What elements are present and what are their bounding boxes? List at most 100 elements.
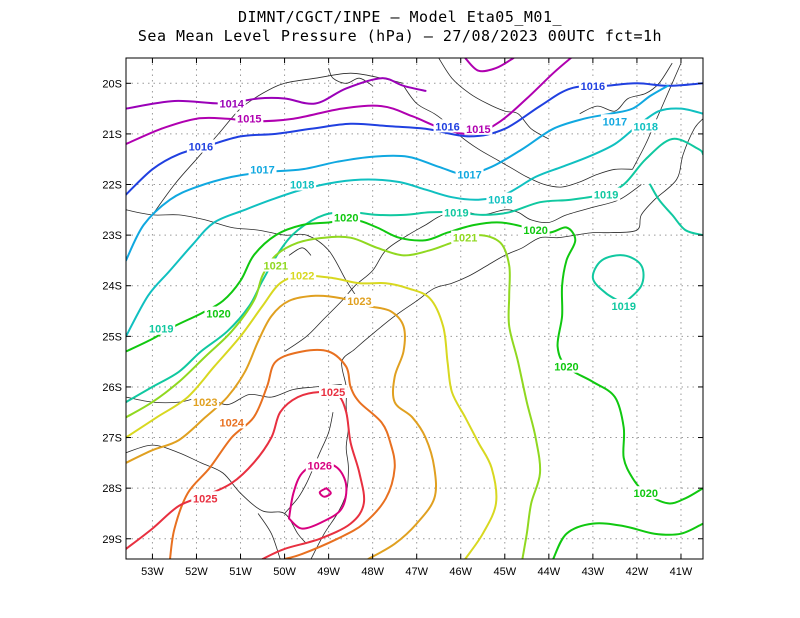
x-tick-label: 41W — [670, 566, 693, 578]
y-tick-label: 28S — [102, 483, 122, 495]
isobar-1021 — [126, 234, 542, 559]
isobar-label-1020: 1020 — [554, 362, 578, 374]
isobar-1016 — [126, 82, 703, 196]
y-tick-label: 23S — [102, 230, 122, 242]
y-tick-label: 21S — [102, 129, 122, 141]
x-tick-label: 44W — [538, 566, 561, 578]
isobar-label-1023: 1023 — [347, 296, 371, 308]
isobar-label-1021: 1021 — [264, 260, 288, 272]
isobar-label-bg — [217, 415, 246, 429]
isobar-label-1017: 1017 — [603, 116, 627, 128]
isobar-label-1019: 1019 — [594, 190, 618, 202]
isobar-label-1016: 1016 — [189, 142, 213, 154]
isobar-1019 — [591, 254, 645, 305]
isobar-1014 — [126, 77, 427, 110]
y-tick-label: 25S — [102, 331, 122, 343]
isobar-label-bg — [345, 293, 374, 307]
isobar-1019 — [126, 137, 703, 404]
isobar-label-1019: 1019 — [611, 301, 635, 313]
boundary-line — [288, 247, 312, 256]
boundary-line — [152, 72, 404, 216]
isobar-label-1024: 1024 — [219, 417, 244, 429]
isobar-label-1025: 1025 — [321, 387, 345, 399]
isobar-label-bg — [486, 192, 515, 206]
isobar-1026 — [318, 487, 332, 498]
isobar-label-bg — [600, 114, 629, 128]
isobar-label-1026: 1026 — [308, 460, 332, 472]
isobar-label-bg — [609, 298, 638, 312]
isobar-label-bg — [578, 78, 607, 92]
boundary-line — [403, 85, 633, 188]
isobar-label-bg — [248, 162, 277, 176]
isobar-label-bg — [305, 458, 334, 472]
isobar-1024 — [169, 348, 396, 559]
isobar-label-bg — [552, 359, 581, 373]
isobar-label-1018: 1018 — [633, 121, 657, 133]
isobar-label-bg — [191, 395, 220, 409]
x-tick-label: 51W — [229, 566, 252, 578]
isobar-label-bg — [451, 230, 480, 244]
isobar-label-bg — [319, 385, 348, 398]
x-tick-label: 46W — [449, 566, 472, 578]
isobar-1018 — [126, 107, 703, 338]
isobar-label-1018: 1018 — [290, 180, 314, 192]
y-axis-ticks: 20S 21S 22S 23S 24S 25S 26S 27S 28S 29S — [102, 78, 703, 546]
chart-title-line2: Sea Mean Level Pressure (hPa) – 27/08/20… — [137, 27, 663, 45]
y-tick-label: 24S — [102, 281, 122, 293]
isobar-label-bg — [235, 111, 264, 125]
isobar-1015 — [464, 58, 515, 73]
isobar-1019 — [649, 183, 703, 237]
isobar-label-bg — [186, 139, 215, 153]
boundary-line — [126, 209, 360, 302]
isobar-label-1023: 1023 — [193, 397, 217, 409]
y-tick-label: 26S — [102, 382, 122, 394]
x-tick-label: 48W — [361, 566, 384, 578]
isobar-1020 — [126, 218, 703, 505]
isobar-label-1022: 1022 — [290, 271, 314, 283]
isobar-label-1016: 1016 — [435, 121, 459, 133]
isobar-label-bg — [433, 119, 462, 133]
isobar-label-bg — [631, 119, 660, 133]
isobar-label-bg — [455, 167, 484, 181]
x-tick-label: 47W — [405, 566, 428, 578]
isobar-1017 — [126, 84, 669, 262]
isobar-label-1020: 1020 — [633, 488, 657, 500]
isobar-label-bg — [217, 96, 246, 110]
isobar-label-1020: 1020 — [206, 309, 230, 321]
isobar-label-bg — [442, 205, 471, 219]
isobar-label-1019: 1019 — [444, 207, 468, 219]
isobar-1022 — [126, 274, 498, 559]
isobar-1026 — [288, 461, 348, 530]
boundary-line — [310, 118, 703, 559]
isobar-1015 — [126, 58, 572, 145]
y-tick-label: 27S — [102, 433, 122, 445]
boundary-line — [632, 62, 682, 170]
isobar-1023 — [126, 294, 438, 559]
isobar-label-1025: 1025 — [193, 493, 217, 505]
isobar-1020 — [552, 522, 703, 559]
isobar-label-bg — [631, 486, 660, 500]
isobar-label-bg — [521, 223, 550, 237]
y-tick-label: 22S — [102, 180, 122, 192]
x-tick-label: 45W — [493, 566, 516, 578]
plot-frame — [125, 57, 704, 560]
isobar-label-1015: 1015 — [237, 114, 261, 126]
isobar-label-bg — [288, 268, 317, 282]
isobar-label-bg — [332, 210, 361, 224]
y-tick-label: 29S — [102, 534, 122, 546]
isobar-label-bg — [191, 491, 220, 505]
isobar-label-bg — [464, 121, 493, 135]
isobar-label-1019: 1019 — [149, 324, 173, 336]
boundary-line — [579, 62, 673, 115]
isobar-label-1018: 1018 — [488, 195, 512, 207]
chart-title-line1: DIMNT/CGCT/INPE – Model Eta05_M01_ — [237, 8, 563, 26]
isobar-label-bg — [592, 187, 621, 201]
x-axis-ticks: 53W 52W 51W 50W 49W 48W 47W 46W 45W 44W 43W 42W 41W — [141, 58, 693, 578]
isobar-label-1021: 1021 — [453, 233, 477, 245]
x-tick-label: 53W — [141, 566, 164, 578]
isobar-label-1017: 1017 — [250, 164, 274, 176]
isobar-label-1020: 1020 — [334, 212, 358, 224]
isobar-label-bg — [288, 177, 317, 191]
boundary-line — [438, 58, 550, 140]
x-tick-label: 50W — [273, 566, 296, 578]
